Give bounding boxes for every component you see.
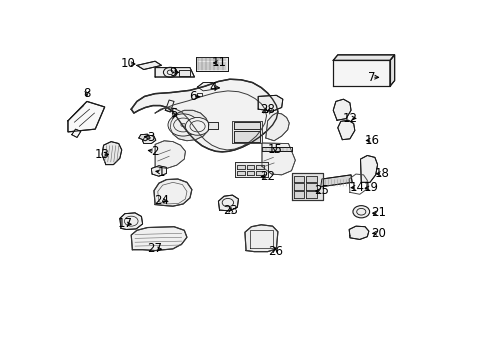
Polygon shape bbox=[246, 171, 254, 175]
Text: 4: 4 bbox=[208, 81, 216, 94]
Text: 7: 7 bbox=[367, 71, 375, 84]
Polygon shape bbox=[233, 122, 260, 129]
Text: 2: 2 bbox=[151, 145, 159, 158]
Text: 16: 16 bbox=[364, 134, 379, 147]
Polygon shape bbox=[262, 143, 295, 175]
Text: 6: 6 bbox=[189, 90, 196, 103]
Text: 25: 25 bbox=[314, 184, 328, 197]
Polygon shape bbox=[218, 195, 238, 211]
Polygon shape bbox=[131, 79, 277, 152]
Polygon shape bbox=[389, 55, 394, 86]
Polygon shape bbox=[348, 226, 368, 239]
Polygon shape bbox=[305, 184, 316, 190]
Text: 3: 3 bbox=[147, 131, 155, 144]
Polygon shape bbox=[131, 227, 186, 251]
Polygon shape bbox=[68, 102, 104, 132]
Polygon shape bbox=[246, 165, 254, 169]
Polygon shape bbox=[294, 191, 304, 198]
Polygon shape bbox=[72, 129, 81, 138]
Text: 12: 12 bbox=[342, 112, 357, 125]
Polygon shape bbox=[137, 61, 161, 69]
Text: 26: 26 bbox=[267, 244, 282, 258]
Text: 18: 18 bbox=[374, 167, 389, 180]
Polygon shape bbox=[305, 191, 316, 198]
Polygon shape bbox=[256, 165, 264, 169]
Polygon shape bbox=[208, 122, 218, 129]
Polygon shape bbox=[120, 213, 142, 229]
Text: 28: 28 bbox=[260, 103, 275, 116]
Text: 13: 13 bbox=[94, 148, 109, 161]
Text: 17: 17 bbox=[117, 217, 132, 230]
Text: 22: 22 bbox=[260, 170, 275, 183]
Polygon shape bbox=[291, 174, 322, 200]
Polygon shape bbox=[332, 60, 389, 86]
Text: 19: 19 bbox=[363, 181, 378, 194]
Polygon shape bbox=[170, 110, 208, 141]
Polygon shape bbox=[258, 95, 282, 111]
Polygon shape bbox=[139, 134, 150, 141]
Text: 21: 21 bbox=[370, 206, 386, 219]
Polygon shape bbox=[265, 113, 289, 141]
Text: 9: 9 bbox=[169, 66, 176, 78]
Polygon shape bbox=[294, 176, 304, 183]
Polygon shape bbox=[197, 82, 215, 91]
Polygon shape bbox=[233, 131, 260, 141]
Polygon shape bbox=[155, 68, 194, 77]
Polygon shape bbox=[155, 141, 185, 168]
Polygon shape bbox=[332, 99, 350, 120]
Polygon shape bbox=[231, 121, 262, 143]
Text: 15: 15 bbox=[267, 143, 282, 156]
Text: 5: 5 bbox=[170, 107, 177, 120]
Polygon shape bbox=[256, 171, 264, 175]
Polygon shape bbox=[196, 93, 202, 96]
Text: 23: 23 bbox=[223, 204, 238, 217]
Polygon shape bbox=[179, 69, 189, 76]
Circle shape bbox=[185, 117, 209, 135]
Polygon shape bbox=[262, 147, 291, 151]
Polygon shape bbox=[234, 162, 267, 177]
Text: 20: 20 bbox=[370, 226, 386, 240]
Polygon shape bbox=[360, 156, 377, 183]
Polygon shape bbox=[294, 184, 304, 190]
Text: 10: 10 bbox=[121, 57, 136, 70]
Polygon shape bbox=[154, 179, 191, 206]
Polygon shape bbox=[237, 165, 244, 169]
Text: 1: 1 bbox=[158, 166, 165, 179]
Text: 24: 24 bbox=[154, 194, 169, 207]
Polygon shape bbox=[102, 141, 122, 165]
Polygon shape bbox=[165, 100, 174, 112]
Polygon shape bbox=[320, 175, 351, 187]
Text: 14: 14 bbox=[348, 181, 364, 194]
Circle shape bbox=[168, 114, 198, 136]
Polygon shape bbox=[151, 166, 166, 176]
Text: 11: 11 bbox=[212, 56, 226, 69]
Circle shape bbox=[352, 206, 369, 218]
Polygon shape bbox=[337, 120, 354, 140]
Text: 8: 8 bbox=[83, 87, 90, 100]
Polygon shape bbox=[195, 57, 227, 71]
Circle shape bbox=[181, 123, 185, 127]
Polygon shape bbox=[305, 176, 316, 183]
Polygon shape bbox=[244, 225, 277, 252]
Polygon shape bbox=[237, 171, 244, 175]
Text: 27: 27 bbox=[147, 242, 163, 255]
Polygon shape bbox=[142, 135, 156, 144]
Polygon shape bbox=[332, 55, 394, 60]
